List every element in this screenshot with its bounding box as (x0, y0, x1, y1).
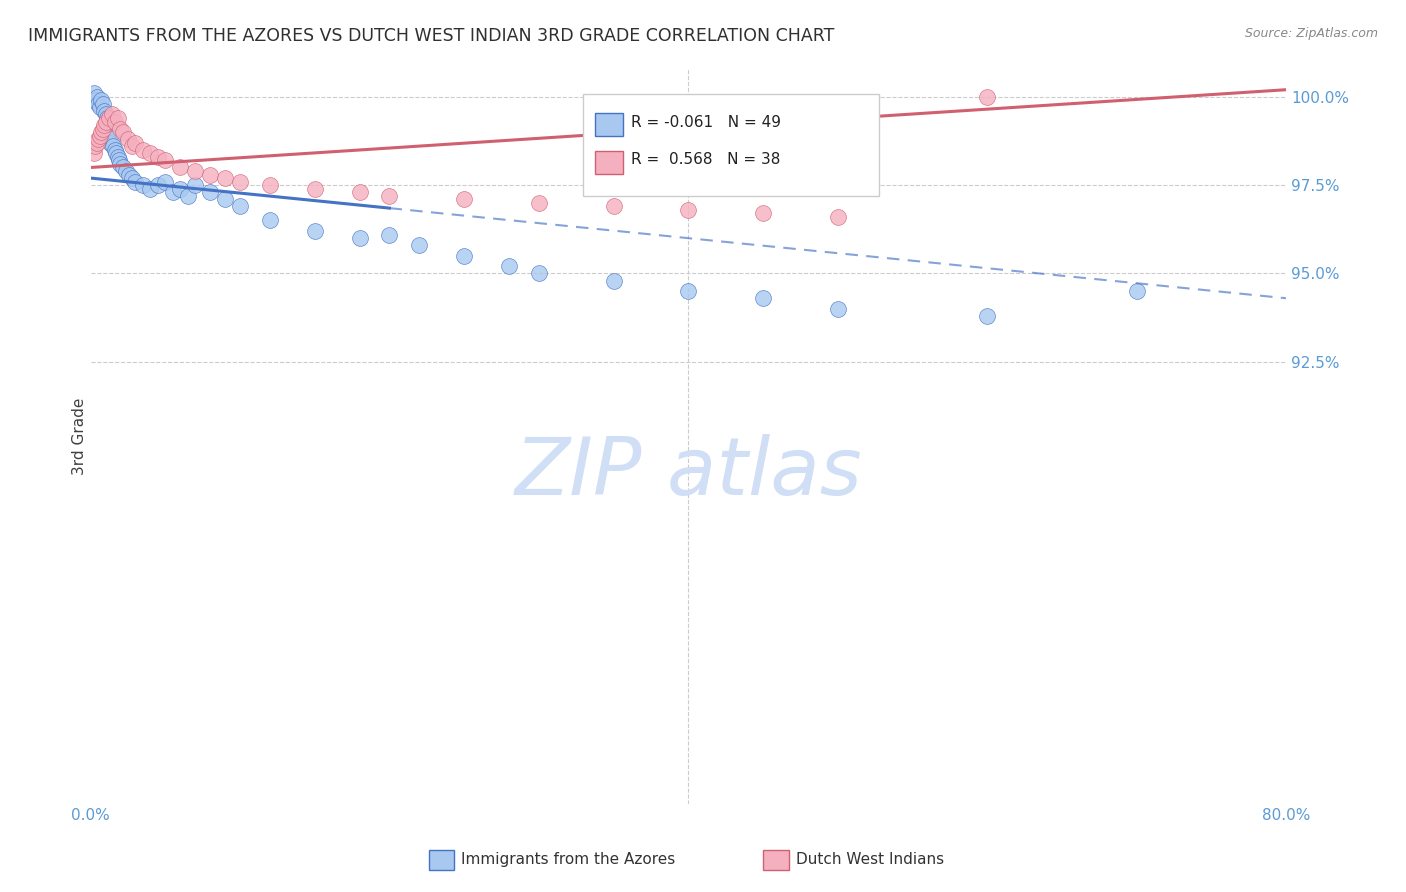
Point (89, 128, 111, 143)
Text: Source: ZipAtlas.com: Source: ZipAtlas.com (1244, 27, 1378, 40)
Y-axis label: 3rd Grade: 3rd Grade (72, 397, 87, 475)
Point (94, 114, 117, 128)
Point (155, 175, 177, 189)
Point (132, 143, 155, 157)
Point (86, 90, 108, 104)
Point (103, 114, 125, 128)
Point (94, 107, 117, 121)
Point (90, 93, 112, 107)
Point (378, 188, 401, 202)
Point (121, 139, 143, 153)
Point (110, 121, 132, 136)
Point (259, 213, 281, 227)
Point (827, 210, 849, 224)
Point (527, 267, 550, 281)
Point (108, 153, 131, 168)
Point (162, 185, 184, 199)
Point (198, 168, 221, 182)
Point (98, 136, 121, 150)
Point (100, 107, 122, 121)
Point (453, 192, 475, 206)
Point (349, 185, 371, 199)
Point (408, 238, 430, 252)
Point (105, 146, 128, 161)
Point (112, 125, 135, 139)
Point (184, 164, 207, 178)
Text: R =  0.568   N = 38: R = 0.568 N = 38 (631, 153, 780, 167)
Point (93, 118, 115, 132)
Point (752, 206, 775, 220)
Text: Dutch West Indians: Dutch West Indians (796, 853, 943, 867)
Text: IMMIGRANTS FROM THE AZORES VS DUTCH WEST INDIAN 3RD GRADE CORRELATION CHART: IMMIGRANTS FROM THE AZORES VS DUTCH WEST… (28, 27, 835, 45)
Point (169, 182, 191, 196)
Text: R = -0.061   N = 49: R = -0.061 N = 49 (631, 115, 782, 129)
Point (124, 136, 146, 150)
Point (146, 178, 169, 193)
Point (349, 231, 371, 245)
Point (107, 150, 129, 164)
Point (91, 121, 114, 136)
Point (96, 111, 118, 125)
Point (678, 284, 700, 298)
Point (229, 175, 252, 189)
Point (146, 150, 169, 164)
Point (107, 111, 129, 125)
Point (97, 128, 120, 143)
Point (678, 202, 700, 217)
Point (110, 157, 132, 171)
Point (101, 139, 124, 153)
Point (132, 178, 155, 193)
Point (89, 100, 111, 114)
Point (259, 178, 281, 193)
Point (976, 309, 998, 323)
Point (229, 199, 252, 213)
Point (378, 227, 401, 242)
Point (602, 199, 624, 213)
Text: ZIP atlas: ZIP atlas (515, 434, 862, 512)
Point (91, 96, 114, 111)
Point (118, 168, 141, 182)
Point (976, 90, 998, 104)
Point (121, 171, 143, 186)
Point (527, 195, 550, 210)
Point (139, 182, 162, 196)
Point (115, 164, 138, 178)
Point (304, 224, 326, 238)
Point (87, 132, 110, 146)
Point (304, 182, 326, 196)
Point (139, 146, 162, 161)
Point (84, 139, 107, 153)
Point (184, 178, 207, 193)
Point (602, 274, 624, 288)
Point (752, 291, 775, 305)
Point (177, 188, 200, 202)
Point (214, 171, 236, 186)
Point (86, 136, 108, 150)
Point (87, 96, 110, 111)
Point (103, 143, 125, 157)
Point (97, 111, 120, 125)
Point (155, 153, 177, 168)
Point (198, 185, 221, 199)
Point (169, 161, 191, 175)
Point (112, 161, 135, 175)
Point (827, 301, 849, 316)
Point (453, 249, 475, 263)
Point (90, 125, 112, 139)
Point (83, 87, 105, 101)
Point (124, 175, 146, 189)
Point (117, 132, 139, 146)
Point (93, 103, 115, 118)
Point (498, 260, 520, 274)
Point (100, 132, 122, 146)
Point (84, 93, 107, 107)
Text: Immigrants from the Azores: Immigrants from the Azores (461, 853, 675, 867)
Point (1125, 284, 1147, 298)
Point (214, 192, 236, 206)
Point (83, 146, 105, 161)
